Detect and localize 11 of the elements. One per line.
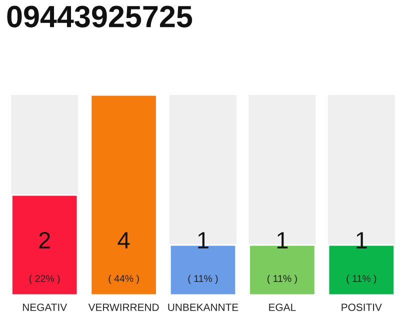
x-tick-label: VERWIRREND <box>88 304 159 311</box>
x-tick-label: NEGATIV <box>22 304 68 311</box>
data-label: 1 ( 11% ) <box>267 232 297 284</box>
data-label: 1 ( 11% ) <box>346 232 376 284</box>
x-tick-label: UNBEKANNTE <box>168 304 238 311</box>
x-tick-label: EGAL <box>269 304 296 311</box>
data-label: 2 ( 22% ) <box>30 232 60 284</box>
chart-title: 09443925725 <box>7 6 192 28</box>
data-label: 4 ( 44% ) <box>108 232 139 284</box>
data-label: 1 ( 11% ) <box>188 232 218 284</box>
x-tick-label: POSITIV <box>342 304 382 311</box>
